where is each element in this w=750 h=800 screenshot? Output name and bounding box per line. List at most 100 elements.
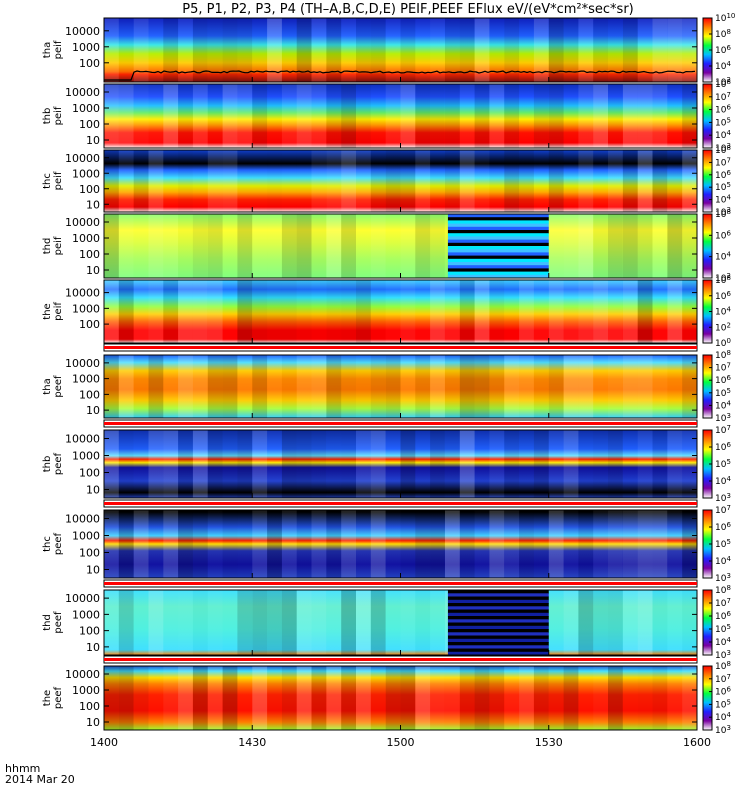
spectrogram-column (608, 590, 623, 655)
spectrogram-column (104, 590, 119, 655)
spectrogram-column (533, 430, 549, 498)
y-tick-label: 100 (79, 183, 100, 196)
spectrogram (104, 590, 697, 655)
panel-label-product: peif (53, 171, 64, 190)
data-gap-block (447, 217, 549, 221)
spectrogram-column (193, 150, 208, 212)
spectrogram-column (163, 280, 179, 343)
colorbar-tick-label: 108 (715, 78, 731, 90)
spectrogram-column (667, 18, 683, 82)
panel-label-probe: tha (42, 42, 53, 58)
spectrogram-column (593, 510, 608, 578)
spectrogram-column (133, 150, 149, 212)
spectrogram-column (489, 666, 505, 730)
x-tick-label: 1430 (238, 736, 266, 749)
colorbar-tick-label: 104 (715, 60, 731, 72)
colorbar (702, 589, 713, 656)
spectrogram-column (548, 150, 564, 212)
spectrogram-column (133, 510, 149, 578)
data-gap-block (447, 223, 549, 228)
spectrogram-column (222, 355, 238, 418)
spectrogram-column (474, 280, 490, 343)
spectrogram-column (118, 510, 134, 578)
spectrogram-column (652, 510, 668, 578)
colorbar-tick-label: 108 (715, 349, 731, 361)
spectrogram-column (311, 150, 327, 212)
spectrogram-column (356, 355, 371, 418)
spectrogram-column (370, 510, 386, 578)
spectrogram-column (489, 510, 505, 578)
spectrogram-column (148, 150, 164, 212)
spectrogram-column (341, 84, 356, 148)
spectrogram-column (281, 666, 297, 730)
spectrogram-column (415, 280, 430, 343)
spectrogram-column (667, 280, 683, 343)
spectrogram-column (178, 430, 193, 498)
spectrogram-column (311, 510, 327, 578)
data-gap-block (447, 609, 549, 614)
spectrogram-column (207, 18, 223, 82)
spectrogram-column (682, 430, 697, 498)
spectrogram-column (430, 18, 445, 82)
x-tick-label: 1600 (683, 736, 711, 749)
spectrogram-column (385, 355, 401, 418)
colorbar-tick-label: 105 (715, 538, 731, 550)
spectrogram-column (430, 430, 445, 498)
spectrogram-column (474, 666, 490, 730)
spectrogram-column (459, 666, 475, 730)
spectrogram-column (622, 84, 638, 148)
spectrogram-column (549, 590, 564, 655)
spectrogram-column (489, 280, 505, 343)
data-gap-block (447, 635, 549, 640)
colorbar-tick-label: 107 (715, 156, 731, 168)
spectrogram-column (445, 18, 460, 82)
spectrogram-column (430, 355, 445, 418)
spectrogram-column (281, 430, 297, 498)
spectrogram-column (578, 214, 594, 278)
data-gap-block (447, 274, 549, 279)
data-gap-block (447, 612, 549, 617)
spectrogram-column (178, 355, 193, 418)
spectrogram-column (622, 214, 638, 278)
colorbar-tick-label: 106 (715, 169, 731, 181)
spectrogram-column (401, 510, 416, 578)
data-gap-block (447, 616, 549, 620)
x-axis-label-hhmm: hhmm (5, 762, 40, 775)
spectrogram-column (548, 666, 564, 730)
spectrogram-column (237, 150, 252, 212)
spectrogram-column (489, 84, 505, 148)
spectrogram-column (326, 18, 342, 82)
spectrogram-column (623, 666, 638, 730)
data-gap-block (447, 226, 549, 231)
panel-label-probe: thb (42, 456, 53, 473)
spectrogram-column (504, 430, 520, 498)
colorbar-tick-label: 106 (715, 229, 731, 241)
data-gap-block (447, 214, 549, 218)
spectrogram-column (400, 18, 416, 82)
spectrogram-column (252, 214, 268, 278)
spectrogram-column (638, 666, 653, 730)
spectrogram-column (267, 666, 282, 730)
colorbar-tick-label: 107 (715, 504, 731, 516)
colorbar-tick-label: 105 (715, 623, 731, 635)
spectrogram-column (118, 150, 134, 212)
panel-label-probe: thc (42, 173, 53, 189)
spectrogram-column (400, 84, 416, 148)
spectrogram-column (311, 666, 327, 730)
spectrogram-column (178, 84, 193, 148)
spectrogram-column (578, 430, 594, 498)
colorbar-tick-label: 107 (715, 597, 731, 609)
colorbar-tick-label: 108 (715, 660, 731, 672)
spectrogram-column (608, 666, 623, 730)
colorbar-tick-label: 102 (715, 321, 731, 333)
spectrogram-column (548, 430, 564, 498)
spectrogram-column (312, 280, 327, 343)
spectrogram-column (237, 590, 253, 655)
spectrogram-column (519, 355, 534, 418)
spectrogram-column (296, 430, 312, 498)
spectrogram-column (400, 666, 416, 730)
y-tick-label: 10000 (65, 287, 100, 300)
